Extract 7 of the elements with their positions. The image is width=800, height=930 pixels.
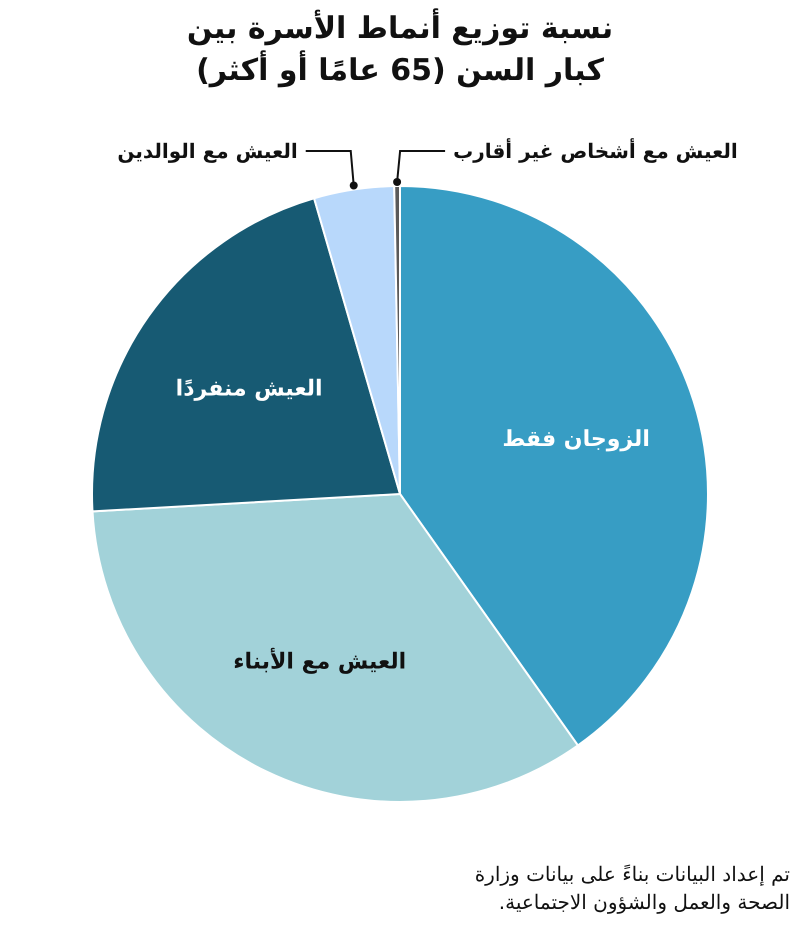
slice-label: الزوجان فقط (502, 427, 650, 452)
slice-label: العيش مع أشخاص غير أقارب (453, 138, 738, 163)
chart-title: نسبة توزيع أنماط الأسرة بين كبار السن (65 عامًا أو أكثر) (186, 8, 614, 88)
slice-label: العيش منفردًا (176, 376, 323, 402)
slice-label: العيش مع الأبناء (233, 647, 406, 674)
slice-label: العيش مع الوالدين (117, 139, 298, 163)
text: تم إعداد البيانات بناءً على بيانات وزارة الصحة والعمل والشؤون الاجتماعية. (474, 861, 790, 916)
